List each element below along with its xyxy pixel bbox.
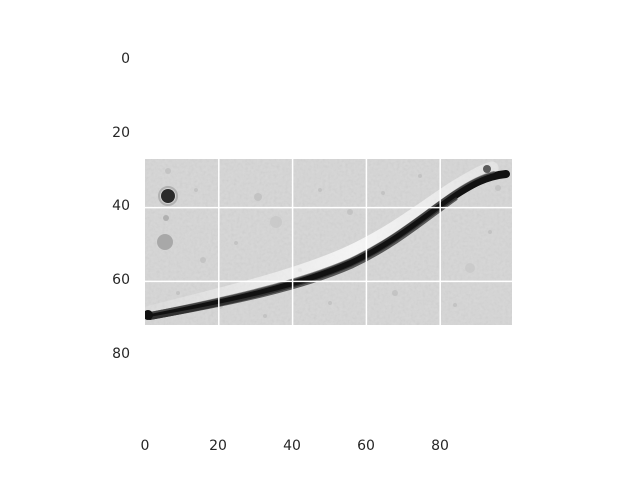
y-tick-label: 80 <box>112 346 130 362</box>
filament-halo <box>145 161 499 319</box>
grid-lines <box>145 159 512 325</box>
gray-particle <box>157 234 173 250</box>
microscope-image <box>145 159 512 325</box>
x-tick-label: 80 <box>431 438 449 454</box>
filament <box>146 170 510 320</box>
x-tick-label: 60 <box>357 438 375 454</box>
y-tick-label: 40 <box>112 198 130 214</box>
filament-tip <box>483 165 491 173</box>
y-tick-label: 0 <box>121 51 130 67</box>
x-tick-label: 0 <box>140 438 150 454</box>
y-tick-label: 20 <box>112 125 130 141</box>
dark-particle <box>161 189 175 203</box>
y-tick-label: 60 <box>112 272 130 288</box>
x-tick-label: 40 <box>283 438 301 454</box>
x-tick-label: 20 <box>209 438 227 454</box>
